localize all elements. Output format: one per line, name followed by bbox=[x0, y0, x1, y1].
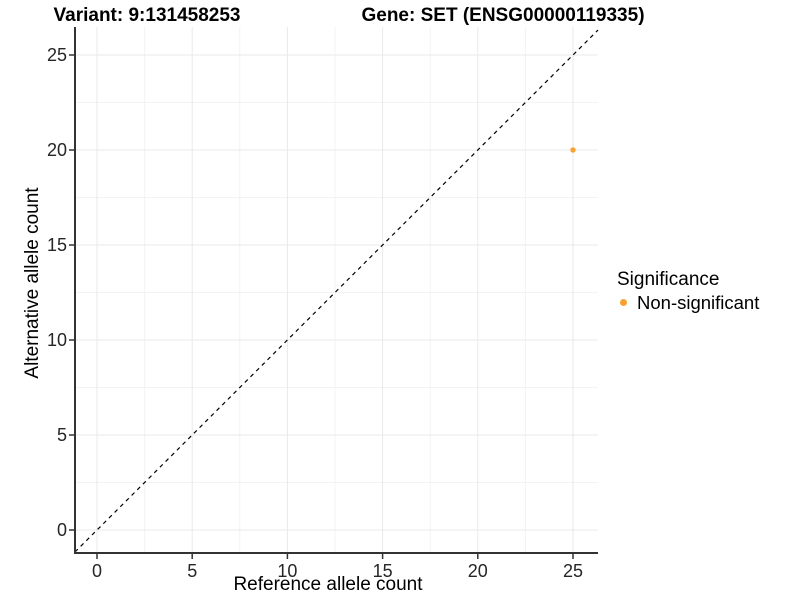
x-tick-label: 0 bbox=[92, 561, 102, 581]
x-tick-label: 10 bbox=[277, 561, 297, 581]
y-tick-label: 15 bbox=[47, 235, 67, 255]
data-point bbox=[570, 147, 576, 153]
plot-title-gene: Gene: SET (ENSG00000119335) bbox=[361, 5, 645, 26]
x-tick-label: 20 bbox=[468, 561, 488, 581]
y-axis-title: Alternative allele count bbox=[22, 187, 43, 379]
x-axis-title: Reference allele count bbox=[233, 574, 423, 595]
legend-title: Significance bbox=[617, 269, 720, 290]
x-tick-label: 5 bbox=[187, 561, 197, 581]
y-tick-label: 5 bbox=[57, 425, 67, 445]
legend-item: Non-significant bbox=[617, 291, 759, 314]
y-tick-label: 0 bbox=[57, 520, 67, 540]
x-tick-label: 25 bbox=[563, 561, 583, 581]
legend-item-label: Non-significant bbox=[637, 291, 760, 313]
y-tick-label: 25 bbox=[47, 45, 67, 65]
legend: Significance Non-significant bbox=[617, 268, 759, 314]
x-tick-label: 15 bbox=[373, 561, 393, 581]
y-tick-label: 20 bbox=[47, 140, 67, 160]
y-tick-label: 10 bbox=[47, 330, 67, 350]
legend-point-swatch bbox=[620, 299, 627, 306]
plot-title-variant: Variant: 9:131458253 bbox=[53, 5, 241, 26]
identity-reference-line bbox=[74, 29, 599, 553]
